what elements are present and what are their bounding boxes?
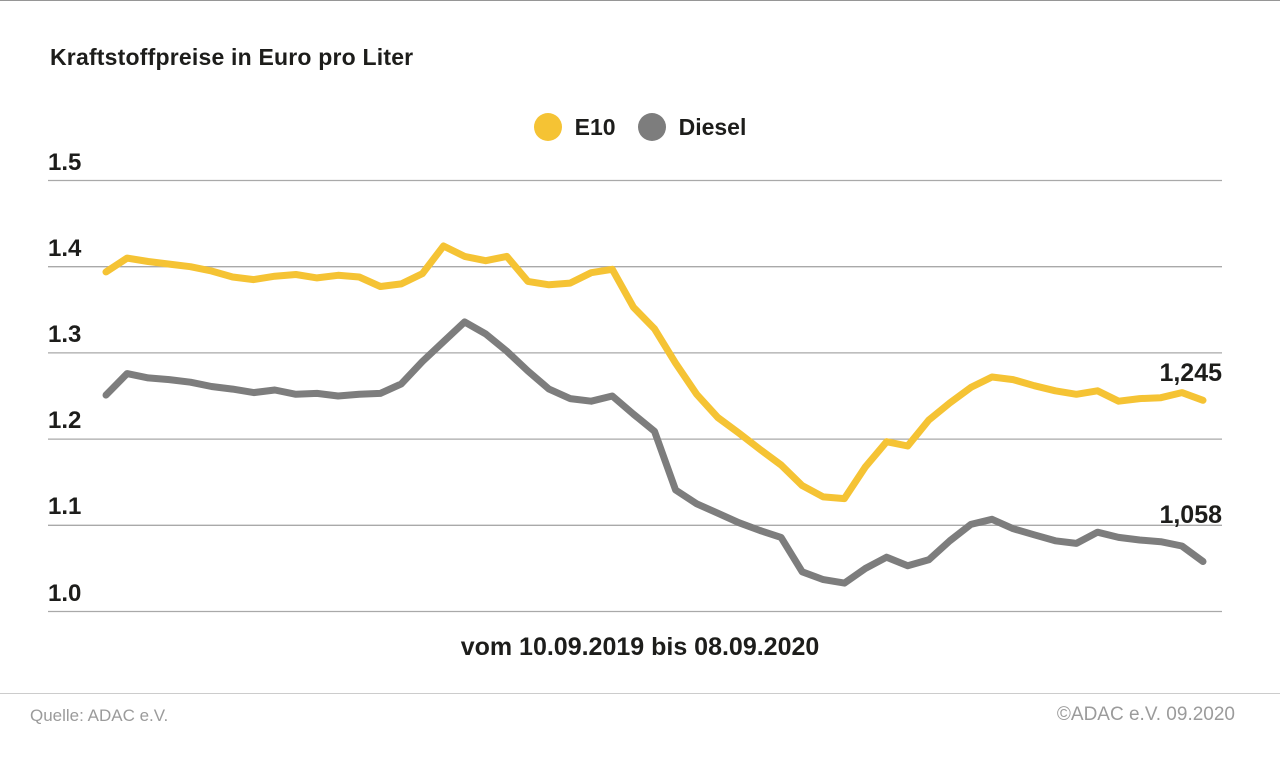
- y-axis-label: 1.4: [48, 234, 82, 262]
- diesel-end-value-label: 1,058: [1159, 500, 1222, 529]
- diesel-dot-icon: [637, 113, 666, 141]
- e10-end-value-label: 1,245: [1159, 359, 1222, 388]
- footer-source: Quelle: ADAC e.V.: [30, 706, 169, 725]
- x-axis-caption: vom 10.09.2019 bis 08.09.2020: [460, 633, 820, 661]
- y-axis-label: 1.5: [48, 148, 82, 176]
- y-axis-label: 1.3: [48, 320, 82, 348]
- legend-item-diesel: Diesel: [637, 113, 747, 141]
- legend-item-e10: E10: [533, 113, 616, 141]
- y-axis-label: 1.0: [48, 579, 82, 607]
- diesel-line: [102, 318, 1207, 587]
- top-border: [0, 0, 1280, 1]
- chart-title: Kraftstoffpreise in Euro pro Liter: [50, 44, 414, 70]
- footer-divider: [0, 693, 1280, 694]
- y-axis-label: 1.1: [48, 493, 82, 521]
- legend-label-diesel: Diesel: [678, 113, 747, 140]
- y-axis-label: 1.2: [48, 407, 82, 435]
- legend-label-e10: E10: [574, 113, 616, 140]
- footer-copyright: ©ADAC e.V. 09.2020: [1056, 704, 1235, 725]
- e10-line: [102, 242, 1207, 503]
- e10-dot-icon: [533, 113, 562, 141]
- legend: E10 Diesel: [0, 112, 1280, 142]
